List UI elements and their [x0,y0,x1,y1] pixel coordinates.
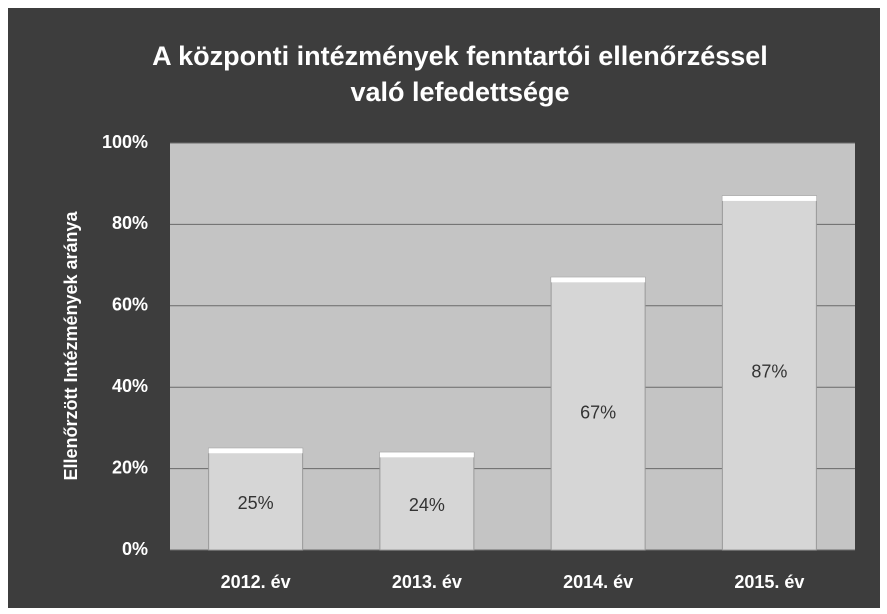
data-label: 67% [580,402,616,422]
y-tick-label: 100% [102,132,148,152]
bar [550,276,646,551]
y-tick-label: 60% [112,295,148,315]
y-tick-label: 40% [112,376,148,396]
data-label: 87% [751,362,787,382]
chart-title: A központi intézmények fenntartói ellenő… [152,41,768,107]
bar-cap [208,448,303,454]
bar-cap [722,195,817,201]
y-tick-label: 0% [122,539,148,559]
data-label: 25% [238,493,274,513]
x-tick-label: 2014. év [563,572,633,592]
x-tick-label: 2012. év [221,572,291,592]
bar [721,195,817,551]
data-label: 24% [409,495,445,515]
bar-cap [379,452,474,458]
bar [379,451,475,551]
bar-cap [551,277,646,283]
x-tick-label: 2013. év [392,572,462,592]
y-tick-label: 20% [112,457,148,477]
y-tick-label: 80% [112,213,148,233]
bar [208,447,304,551]
x-tick-label: 2015. év [734,572,804,592]
y-axis-label: Ellenőrzött Intézmények aránya [61,210,81,480]
